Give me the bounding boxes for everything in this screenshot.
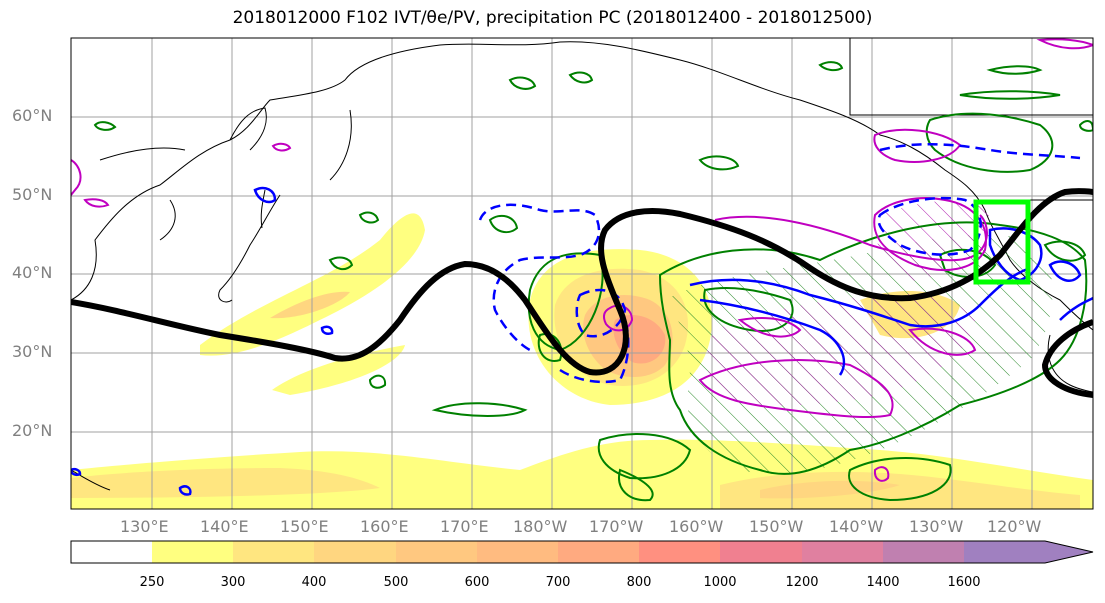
- lat-label: 20°N: [12, 421, 53, 440]
- map-frame: [70, 37, 1094, 510]
- lon-label: 160°W: [669, 517, 724, 536]
- colorbar-tick: 1000: [703, 575, 737, 590]
- colorbar-tick: 250: [139, 575, 165, 590]
- lat-label: 50°N: [12, 185, 53, 204]
- colorbar-tick: 1600: [947, 575, 981, 590]
- theta-e-contour: [71, 188, 1093, 376]
- lon-label: 170°W: [589, 517, 644, 536]
- lon-label: 140°E: [200, 517, 249, 536]
- lon-label: 170°E: [440, 517, 489, 536]
- lon-label: 180°W: [513, 517, 568, 536]
- target-region-box: [973, 199, 1031, 285]
- colorbar-tick: 1400: [866, 575, 900, 590]
- colorbar-tick: 400: [301, 575, 327, 590]
- map-title: 2018012000 F102 IVT/θe/PV, precipitation…: [232, 8, 873, 28]
- lon-label: 150°E: [280, 517, 329, 536]
- lat-label: 30°N: [12, 342, 53, 361]
- lon-label: 150°W: [749, 517, 804, 536]
- colorbar-tick: 300: [220, 575, 246, 590]
- colorbar-tick: 800: [626, 575, 652, 590]
- lat-label: 60°N: [12, 106, 53, 125]
- colorbar-tick: 700: [545, 575, 571, 590]
- lon-label: 160°E: [360, 517, 409, 536]
- colorbar-tick: 500: [383, 575, 409, 590]
- pv-contours: [71, 143, 1093, 496]
- lon-label: 120°W: [987, 517, 1042, 536]
- lat-label: 40°N: [12, 263, 53, 282]
- lon-label: 130°W: [909, 517, 964, 536]
- precip-pc-contours: [93, 61, 1093, 502]
- colorbar: [70, 540, 1094, 564]
- lon-label: 140°W: [829, 517, 884, 536]
- colorbar-tick: 600: [464, 575, 490, 590]
- graticule: [71, 38, 1093, 509]
- magenta-contours: [71, 38, 1093, 482]
- colorbar-tick: 1200: [785, 575, 819, 590]
- lon-label: 130°E: [120, 517, 169, 536]
